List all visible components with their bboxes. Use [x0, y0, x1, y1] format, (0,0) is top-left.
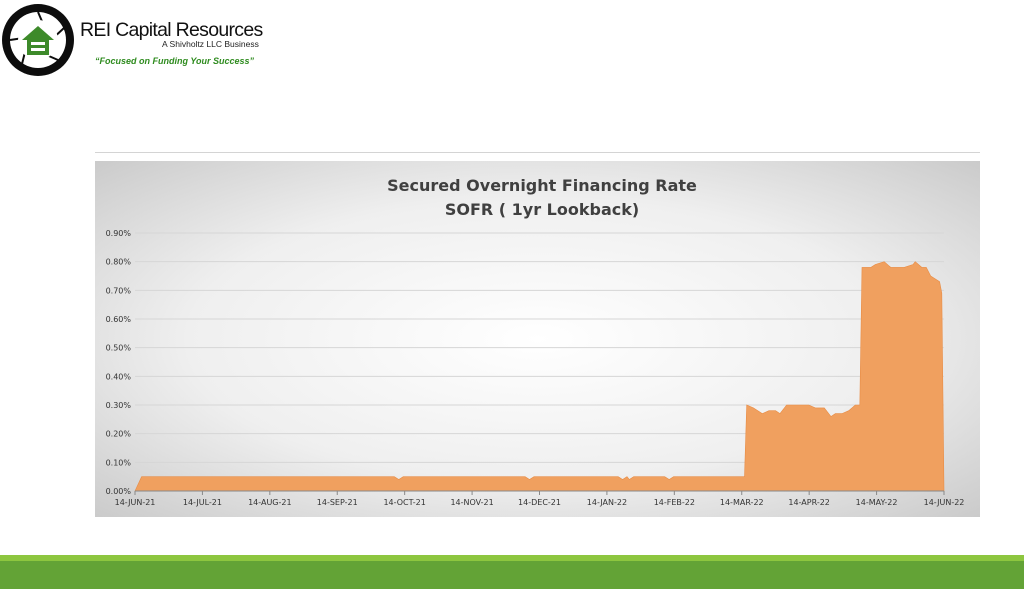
- y-tick-label: 0.40%: [106, 372, 132, 381]
- chart-subtitle: SOFR ( 1yr Lookback): [445, 200, 639, 219]
- sofr-area: [134, 261, 945, 492]
- x-tick-label: 14-MAY-22: [856, 498, 898, 507]
- x-tick-label: 14-APR-22: [788, 498, 830, 507]
- divider-line: [95, 152, 980, 153]
- x-tick-label: 14-SEP-21: [317, 498, 358, 507]
- x-tick-label: 14-OCT-21: [383, 498, 425, 507]
- y-tick-label: 0.70%: [106, 286, 132, 295]
- chart-title: Secured Overnight Financing Rate: [387, 176, 697, 195]
- y-tick-label: 0.60%: [106, 315, 132, 324]
- company-slogan: “Focused on Funding Your Success”: [95, 56, 255, 66]
- x-tick-label: 14-AUG-21: [248, 498, 291, 507]
- data-series: [134, 261, 945, 492]
- chart-canvas: Secured Overnight Financing Rate SOFR ( …: [95, 161, 980, 517]
- company-tagline: A Shivholtz LLC Business: [162, 39, 259, 49]
- x-tick-label: 14-DEC-21: [518, 498, 561, 507]
- y-tick-label: 0.10%: [106, 458, 132, 467]
- y-tick-label: 0.80%: [106, 258, 132, 267]
- y-axis-ticks: 0.00% 0.10% 0.20% 0.30% 0.40% 0.50% 0.60% 0.70%…: [106, 229, 132, 496]
- y-tick-label: 0.50%: [106, 344, 132, 353]
- footer-band: [0, 561, 1024, 589]
- y-tick-label: 0.30%: [106, 401, 132, 410]
- y-tick-label: 0.20%: [106, 430, 132, 439]
- footer-accent-stripe: [0, 555, 1024, 561]
- x-tick-label: 14-JUN-21: [115, 498, 156, 507]
- x-tick-label: 14-JUL-21: [183, 498, 222, 507]
- x-tick-label: 14-JUN-22: [924, 498, 965, 507]
- x-tick-label: 14-NOV-21: [450, 498, 493, 507]
- sofr-chart: Secured Overnight Financing Rate SOFR ( …: [95, 161, 980, 517]
- x-tick-label: 14-MAR-22: [720, 498, 764, 507]
- x-axis-ticks: 14-JUN-21 14-JUL-21 14-AUG-21 14-SEP-21 14-O…: [115, 491, 965, 507]
- house-in-lens-logo-icon: [2, 4, 74, 76]
- company-name: REI Capital Resources: [80, 19, 263, 41]
- y-tick-label: 0.00%: [106, 487, 132, 496]
- x-tick-label: 14-FEB-22: [654, 498, 695, 507]
- y-tick-label: 0.90%: [106, 229, 132, 238]
- x-tick-label: 14-JAN-22: [587, 498, 627, 507]
